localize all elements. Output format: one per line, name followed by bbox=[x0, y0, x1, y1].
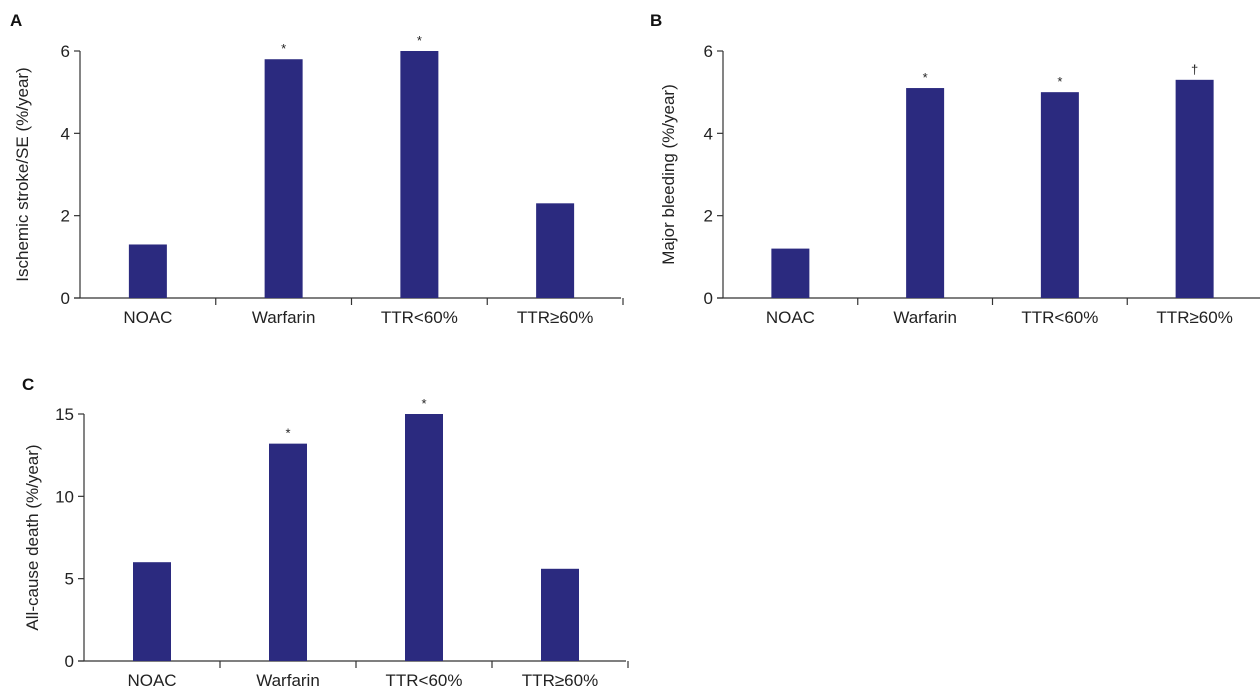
x-category-label: Warfarin bbox=[252, 308, 316, 327]
y-axis-title: Ischemic stroke/SE (%/year) bbox=[13, 67, 32, 281]
x-category-label: TTR≥60% bbox=[522, 671, 598, 690]
panel-label: A bbox=[10, 11, 22, 30]
significance-marker: * bbox=[923, 70, 928, 85]
bar-ttr60 bbox=[1175, 79, 1214, 298]
significance-marker: * bbox=[285, 426, 290, 441]
significance-marker: * bbox=[417, 33, 422, 48]
bar-warfarin bbox=[269, 443, 307, 661]
y-tick-label: 0 bbox=[61, 289, 70, 308]
bar-ttr60 bbox=[400, 51, 439, 298]
x-category-label: TTR<60% bbox=[1021, 308, 1098, 327]
panel-label: B bbox=[650, 11, 662, 30]
x-category-label: TTR<60% bbox=[386, 671, 463, 690]
y-tick-label: 10 bbox=[55, 487, 74, 506]
chart-panel-a: A 0 2 4 6 Ischemic stroke/SE (%/year) NOAC * War… bbox=[10, 11, 624, 327]
x-category-label: TTR≥60% bbox=[1156, 308, 1232, 327]
bar-ttr60 bbox=[405, 414, 443, 661]
bar-warfarin bbox=[906, 88, 945, 298]
x-category-label: NOAC bbox=[127, 671, 176, 690]
y-tick-label: 0 bbox=[704, 289, 713, 308]
bar-ttr60 bbox=[541, 568, 579, 661]
x-category-label: Warfarin bbox=[893, 308, 957, 327]
y-tick-label: 0 bbox=[65, 652, 74, 671]
y-axis-title: Major bleeding (%/year) bbox=[659, 84, 678, 264]
bar-warfarin bbox=[264, 59, 303, 298]
x-category-label: NOAC bbox=[123, 308, 172, 327]
panel-label: C bbox=[22, 375, 34, 394]
x-category-label: TTR≥60% bbox=[517, 308, 593, 327]
y-tick-label: 4 bbox=[61, 124, 70, 143]
bar-noac bbox=[771, 248, 810, 298]
y-axis-title: All-cause death (%/year) bbox=[23, 444, 42, 630]
y-tick-label: 4 bbox=[704, 124, 713, 143]
chart-panel-c: C 0 5 10 15 All-cause death (%/year) NOAC * Warf… bbox=[22, 375, 629, 690]
significance-marker: † bbox=[1191, 62, 1198, 77]
x-category-label: TTR<60% bbox=[381, 308, 458, 327]
bar-noac bbox=[133, 562, 171, 661]
x-category-label: Warfarin bbox=[256, 671, 320, 690]
y-tick-label: 2 bbox=[61, 207, 70, 226]
x-category-label: NOAC bbox=[766, 308, 815, 327]
significance-marker: * bbox=[281, 41, 286, 56]
chart-panel-b: B 0 2 4 6 Major bleeding (%/year) NOAC * Warfari… bbox=[650, 11, 1260, 327]
y-tick-label: 5 bbox=[65, 570, 74, 589]
y-tick-label: 6 bbox=[61, 42, 70, 61]
y-tick-label: 6 bbox=[704, 42, 713, 61]
bar-ttr60 bbox=[1040, 92, 1079, 299]
y-tick-label: 2 bbox=[704, 207, 713, 226]
bar-ttr60 bbox=[536, 203, 575, 298]
bar-noac bbox=[128, 244, 167, 298]
significance-marker: * bbox=[421, 396, 426, 411]
significance-marker: * bbox=[1057, 74, 1062, 89]
y-tick-label: 15 bbox=[55, 405, 74, 424]
